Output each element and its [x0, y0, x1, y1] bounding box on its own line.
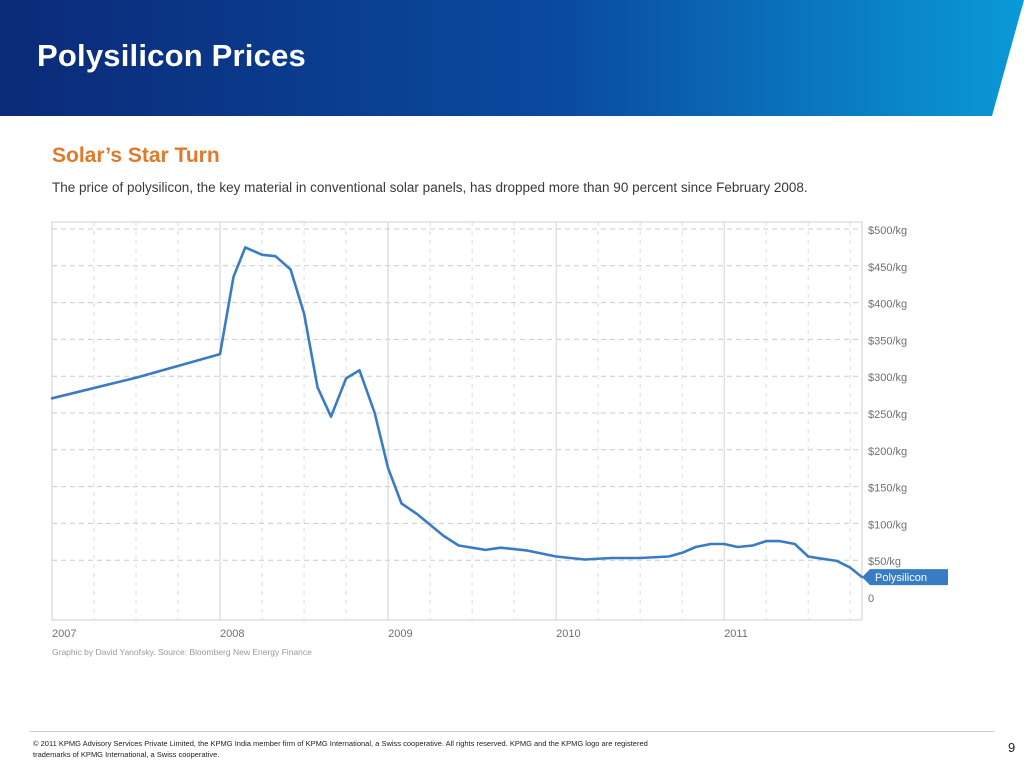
x-tick-label: 2010 [556, 628, 580, 640]
y-tick-label: $500/kg [868, 225, 907, 237]
x-tick-label: 2007 [52, 628, 76, 640]
plot-frame [51, 221, 863, 621]
y-tick-label: $150/kg [868, 483, 907, 495]
y-tick-label: $400/kg [868, 299, 907, 311]
y-tick-label: $300/kg [868, 372, 907, 384]
y-tick-label: $250/kg [868, 409, 907, 421]
y-tick-label: 0 [868, 593, 874, 605]
chart-subtitle: The price of polysilicon, the key materi… [52, 180, 808, 195]
series-line [50, 246, 864, 579]
polysilicon-price-chart: Polysilicon 0 $50/kg $100/kg $150/kg $200/kg… [50, 221, 948, 640]
slide-title: Polysilicon Prices [37, 38, 306, 73]
x-tick-label: 2011 [724, 628, 748, 640]
grid-lines [52, 222, 862, 620]
x-tick-label: 2008 [220, 628, 244, 640]
chart-axes [51, 221, 863, 621]
y-tick-label: $100/kg [868, 519, 907, 531]
chart-credit: Graphic by David Yanofsky. Source: Bloom… [52, 647, 312, 657]
y-tick-label: $350/kg [868, 335, 907, 347]
series-label-tag [862, 569, 948, 586]
series-name-label: Polysilicon [875, 572, 927, 584]
chart-title: Solar’s Star Turn [52, 144, 220, 167]
y-tick-label: $50/kg [868, 556, 901, 568]
header-banner [0, 0, 1024, 116]
x-tick-label: 2009 [388, 628, 412, 640]
y-tick-label: $450/kg [868, 262, 907, 274]
copyright-footer: © 2011 KPMG Advisory Services Private Li… [33, 739, 648, 759]
series-layer: Polysilicon [50, 246, 948, 586]
tick-labels: 0 $50/kg $100/kg $150/kg $200/kg $250/kg $300/… [52, 225, 907, 640]
y-tick-label: $200/kg [868, 446, 907, 458]
page-number: 9 [1008, 740, 1016, 755]
footer-divider [30, 731, 994, 732]
